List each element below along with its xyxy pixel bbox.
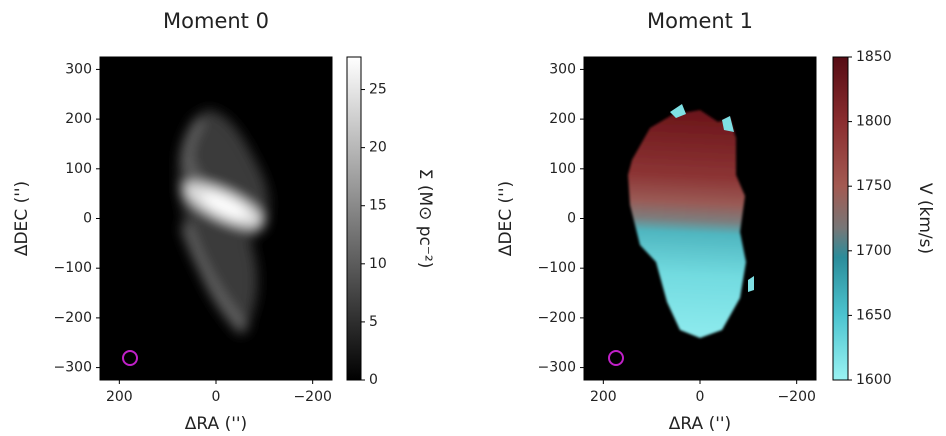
y-tick-label: −100 [54,260,92,276]
colorbar-tick-label: 15 [369,198,387,214]
colorbar-tick-label: 10 [369,256,387,272]
y-tick-label: 300 [549,61,576,77]
colorbar-tick-label: 25 [369,82,387,98]
x-tick-label: 0 [212,389,221,405]
colorbar [346,56,362,381]
x-tick-label: 200 [106,389,133,405]
y-tick-label: 100 [65,161,92,177]
y-tick-label: 0 [567,211,576,227]
y-axis-label: ΔDEC ('') [12,181,32,256]
x-tick-label: −200 [293,389,331,405]
y-tick-label: 300 [65,61,92,77]
colorbar-tick-label: 5 [369,314,378,330]
x-tick-label: −200 [777,389,815,405]
y-tick-label: −100 [538,260,576,276]
y-tick-label: −300 [54,360,92,376]
y-tick-label: −200 [54,310,92,326]
x-axis-label: ΔRA ('') [669,414,731,434]
y-tick-label: −300 [538,360,576,376]
y-axis-label: ΔDEC ('') [496,181,516,256]
y-tick-label: −200 [538,310,576,326]
colorbar-tick-label: 1650 [856,307,892,323]
y-tick-label: 0 [83,211,92,227]
colorbar-tick-label: 1700 [856,243,892,259]
colorbar-tick-label: 20 [369,140,387,156]
x-axis-label: ΔRA ('') [185,414,247,434]
y-tick-label: 200 [65,111,92,127]
x-tick-label: 200 [590,389,617,405]
y-tick-label: 100 [549,161,576,177]
moment1-image [584,57,816,380]
colorbar [832,56,849,381]
chart-title: Moment 1 [647,9,753,33]
moment0-image [100,57,332,380]
colorbar-label: V (km/s) [915,183,935,254]
colorbar-label: Σ (M⊙ pc⁻²) [415,169,435,269]
colorbar-tick-label: 1750 [856,178,892,194]
y-tick-label: 200 [549,111,576,127]
x-tick-label: 0 [696,389,705,405]
chart-title: Moment 0 [163,9,269,33]
colorbar-tick-label: 1600 [856,372,892,388]
colorbar-tick-label: 1800 [856,114,892,130]
colorbar-tick-label: 1850 [856,49,892,65]
colorbar-tick-label: 0 [369,372,378,388]
